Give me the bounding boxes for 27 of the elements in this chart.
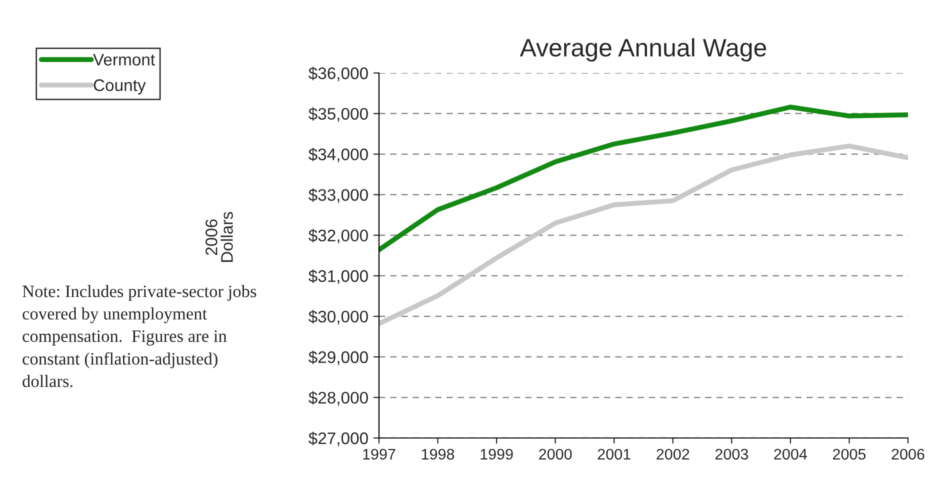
y-tick-label: $27,000	[308, 432, 368, 446]
chart-title: Average Annual Wage	[520, 38, 766, 62]
y-tick-label: $34,000	[308, 148, 368, 162]
y-tick-label: $35,000	[308, 107, 368, 122]
y-tick-label: $33,000	[308, 188, 368, 203]
x-tick-label: 2005	[833, 448, 866, 460]
x-tick-label: 2000	[539, 448, 572, 460]
y-tick-label: $28,000	[308, 391, 368, 406]
y-tick-label: $32,000	[308, 228, 368, 244]
x-tick-label: 2001	[598, 448, 630, 460]
legend-label: County	[94, 79, 146, 94]
y-tick-label: $30,000	[308, 310, 368, 325]
legend-label: Vermont	[93, 54, 155, 66]
y-tick-label: $36,000	[308, 66, 368, 82]
x-tick-label: 2002	[656, 448, 690, 460]
x-tick-label: 1998	[422, 448, 454, 460]
y-tick-label: $29,000	[308, 350, 368, 366]
y-axis-title: 2006 Dollars	[206, 212, 233, 262]
x-tick-label: 2004	[774, 448, 807, 460]
x-tick-label: 2006	[892, 448, 924, 460]
x-tick-label: 1999	[480, 448, 513, 460]
line-series	[379, 144, 908, 326]
text: Note: Includes private-sector jobs covered by unemployment compensation. Figures are in constant (inflation-adjusted) dollars.	[22, 285, 256, 388]
x-tick-label: 1997	[363, 448, 396, 460]
y-tick-label: $31,000	[308, 269, 368, 284]
x-tick-label: 2003	[715, 448, 748, 460]
line-series	[379, 104, 908, 252]
